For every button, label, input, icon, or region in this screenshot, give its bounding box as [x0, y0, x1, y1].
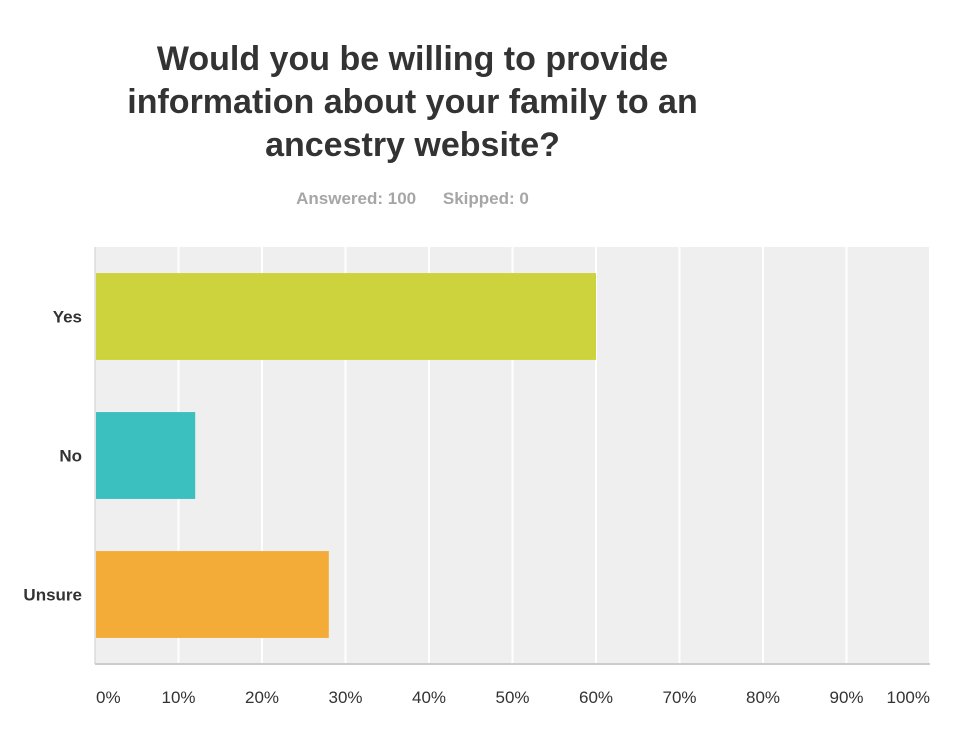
- x-tick-label: 60%: [579, 688, 613, 707]
- answered-count: Answered: 100: [296, 189, 417, 208]
- bar: [96, 551, 329, 638]
- x-tick-label: 80%: [746, 688, 780, 707]
- x-tick-label: 50%: [495, 688, 529, 707]
- x-tick-label: 100%: [887, 688, 930, 707]
- skipped-count: Skipped: 0: [442, 189, 529, 208]
- x-tick-labels: 0% 10% 20% 30% 40% 50% 60% 70% 80% 90% 100%: [96, 688, 930, 707]
- category-labels: Yes No Unsure: [23, 308, 82, 605]
- x-tick-label: 10%: [161, 688, 195, 707]
- chart-title-line-2: information about your family to an: [127, 83, 698, 121]
- category-label: Unsure: [23, 586, 82, 605]
- category-label: No: [59, 447, 82, 466]
- x-tick-label: 30%: [328, 688, 362, 707]
- x-tick-label: 70%: [662, 688, 696, 707]
- chart-title-line-1: Would you be willing to provide: [156, 40, 669, 78]
- category-label: Yes: [53, 308, 82, 327]
- bar: [96, 412, 196, 499]
- x-tick-label: 0%: [96, 688, 121, 707]
- bars: [96, 273, 596, 638]
- bar: [96, 273, 596, 360]
- x-tick-label: 40%: [412, 688, 446, 707]
- x-tick-label: 90%: [829, 688, 863, 707]
- chart-title: Would you be willing to provide informat…: [60, 38, 765, 167]
- chart-title-line-3: ancestry website?: [265, 126, 560, 164]
- response-stats: Answered: 100 Skipped: 0: [60, 189, 765, 209]
- x-tick-label: 20%: [245, 688, 279, 707]
